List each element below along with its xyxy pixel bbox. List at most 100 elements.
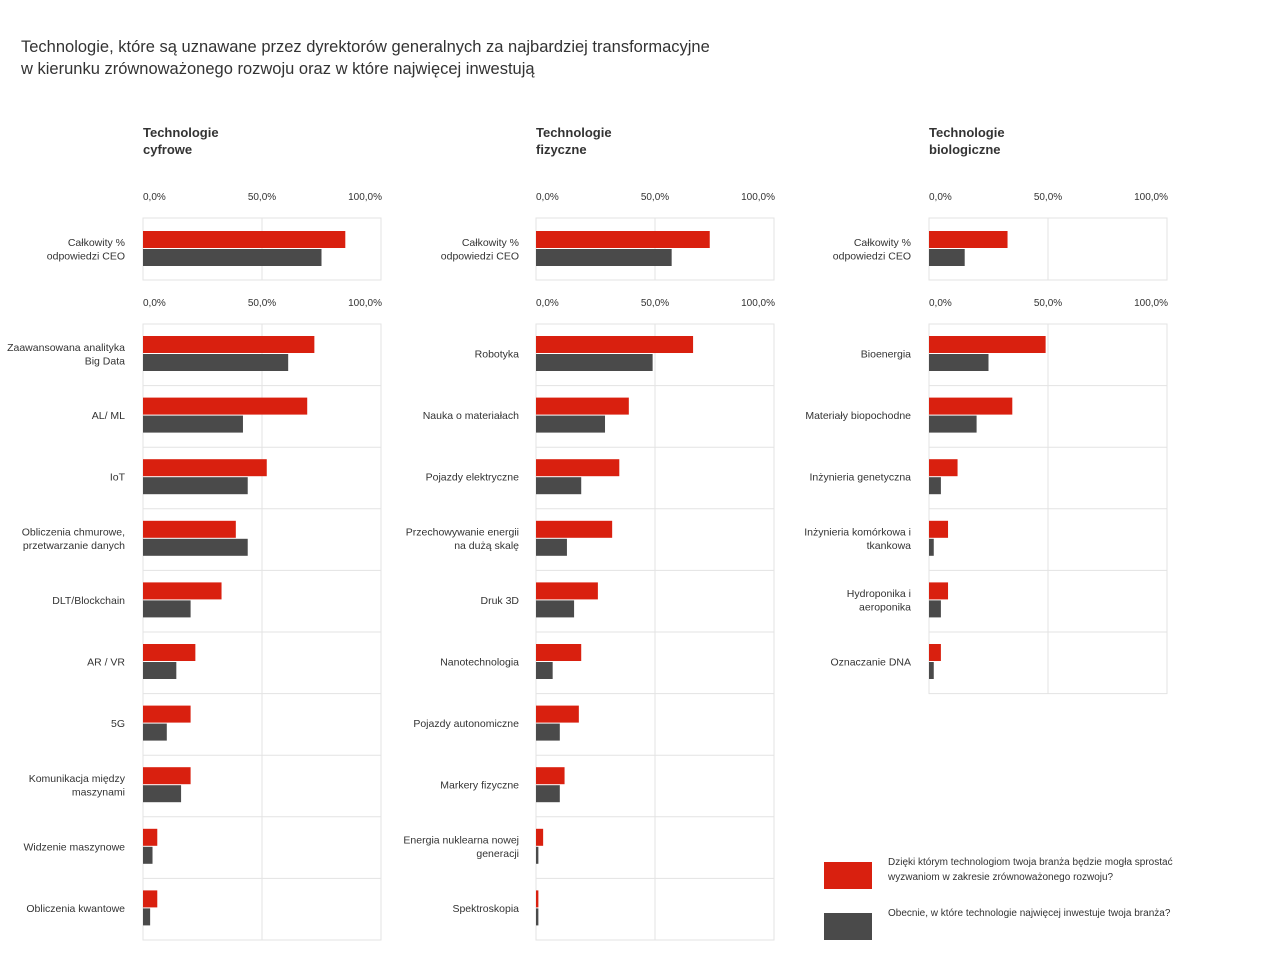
panel-3-category-label-4: Inżynieria komórkowa i tkankowa xyxy=(804,527,911,553)
panel-2-bar-transform-7 xyxy=(536,705,579,723)
panel-1-category-label-1: Zaawansowana analityka Big Data xyxy=(7,342,125,368)
panel-2-bar-invest-2 xyxy=(536,415,606,433)
panel-1-total-bar-transform xyxy=(143,231,346,248)
panel-2-category-label-5: Druk 3D xyxy=(480,595,519,607)
panel-3-bar-transform-4 xyxy=(929,520,949,538)
panel-2-bar-transform-6 xyxy=(536,644,582,661)
panel-2-bar-transform-5 xyxy=(536,582,598,600)
panel-2-category-label-7: Pojazdy autonomiczne xyxy=(413,718,519,730)
panel-3-total-label: Całkowity % odpowiedzi CEO xyxy=(833,237,911,263)
panel-1-bar-invest-10 xyxy=(143,908,151,926)
panel-1-bar-transform-2 xyxy=(143,397,308,415)
panel-2-bar-invest-5 xyxy=(536,600,575,618)
panel-3-bar-transform-2 xyxy=(929,397,1013,415)
panel-1-bar-invest-7 xyxy=(143,723,167,741)
panel-1-category-label-3: IoT xyxy=(110,472,126,484)
panel-2-title: Technologie fizyczne xyxy=(536,125,612,157)
panel-1-category-label-2: AL/ ML xyxy=(92,410,125,422)
panel-2-category-label-8: Markery fizyczne xyxy=(440,780,519,792)
legend-label-transform: Dzięki którym technologiom twoja branża … xyxy=(888,857,1173,883)
panel-1-title: Technologie cyfrowe xyxy=(143,125,219,157)
legend-swatch-invest xyxy=(824,913,872,940)
panel-1-bar-invest-8 xyxy=(143,785,182,803)
chart-title-line-1: Technologie, które są uznawane przez dyr… xyxy=(21,38,710,56)
panel-1-total-axis-tick-0: 0,0% xyxy=(143,192,166,203)
panel-2-category-label-3: Pojazdy elektryczne xyxy=(426,472,520,484)
panel-2-total-bar-invest xyxy=(536,249,672,266)
panel-3-category-label-5: Hydroponika i aeroponika xyxy=(847,588,911,614)
panel-2-bar-transform-9 xyxy=(536,828,544,846)
panel-1-bar-invest-1 xyxy=(143,354,289,371)
panel-1-group: Technologie cyfrowe xyxy=(142,125,382,941)
panel-2-bar-invest-8 xyxy=(536,785,560,803)
panel-3-total-bar-invest xyxy=(929,249,965,266)
panel-1-category-label-9: Widzenie maszynowe xyxy=(23,841,125,853)
panel-1-bar-transform-5 xyxy=(143,582,222,600)
panel-2-bar-invest-6 xyxy=(536,662,553,679)
panel-1-total-axis-tick-1: 50,0% xyxy=(248,192,276,203)
panel-2-category-label-10: Spektroskopia xyxy=(452,903,519,915)
panel-2-category-label-9: Energia nuklearna nowej generacji xyxy=(403,835,519,861)
panel-1-bar-transform-9 xyxy=(143,828,158,846)
panel-2-category-label-2: Nauka o materiałach xyxy=(423,410,519,422)
panel-2-axis-tick-1: 50,0% xyxy=(641,298,669,309)
panel-1-category-label-6: AR / VR xyxy=(87,657,125,669)
panel-3-bar-invest-4 xyxy=(929,538,934,556)
panel-1-bar-invest-5 xyxy=(143,600,191,618)
panel-2-total-axis-tick-1: 50,0% xyxy=(641,192,669,203)
panel-3-title: Technologie biologiczne xyxy=(929,125,1005,157)
panel-3-category-label-2: Materiały biopochodne xyxy=(805,410,911,422)
panel-1-category-label-8: Komunikacja między maszynami xyxy=(29,773,126,799)
panel-2-bar-transform-10 xyxy=(536,890,539,908)
panel-1-bar-transform-8 xyxy=(143,767,191,785)
panel-3-bar-transform-1 xyxy=(929,336,1046,353)
panel-2-bar-invest-7 xyxy=(536,723,560,741)
panel-3-total-bar-transform xyxy=(929,231,1008,248)
chart-title: Technologie, które są uznawane przez dyr… xyxy=(21,36,841,80)
panel-3-bar-transform-5 xyxy=(929,582,949,600)
panel-3-axis-tick-0: 0,0% xyxy=(929,298,952,309)
panel-3-total-axis-tick-2: 100,0% xyxy=(1134,192,1168,203)
panel-3-bar-invest-5 xyxy=(929,600,941,618)
panel-3-category-label-6: Oznaczanie DNA xyxy=(830,657,911,669)
panel-3-bar-invest-1 xyxy=(929,354,989,371)
panel-1-bar-invest-9 xyxy=(143,846,153,864)
panel-1-bar-transform-4 xyxy=(143,520,236,538)
panel-2-total-axis-tick-2: 100,0% xyxy=(741,192,775,203)
panel-3-bar-invest-3 xyxy=(929,477,941,495)
panel-1-category-label-7: 5G xyxy=(111,718,125,730)
panel-1-axis-tick-0: 0,0% xyxy=(143,298,166,309)
panel-1-total-bar-invest xyxy=(143,249,322,266)
panel-2-bar-transform-4 xyxy=(536,520,613,538)
panel-2-category-label-1: Robotyka xyxy=(475,349,520,361)
panel-2-category-label-6: Nanotechnologia xyxy=(440,657,519,669)
panel-2-bar-transform-8 xyxy=(536,767,565,785)
panel-3-axis-tick-1: 50,0% xyxy=(1034,298,1062,309)
panel-1-axis-tick-2: 100,0% xyxy=(348,298,382,309)
legend-label-invest: Obecnie, w które technologie najwięcej i… xyxy=(888,908,1171,919)
panel-1-bar-invest-4 xyxy=(143,538,248,556)
legend-swatch-transform xyxy=(824,862,872,889)
panel-2-category-label-4: Przechowywanie energii na dużą skalę xyxy=(406,527,519,553)
panel-2-bar-transform-2 xyxy=(536,397,629,415)
panel-1-bar-transform-7 xyxy=(143,705,191,723)
panel-3-category-label-1: Bioenergia xyxy=(861,349,911,361)
panel-3-bar-invest-2 xyxy=(929,415,977,433)
panel-3-total-axis-tick-0: 0,0% xyxy=(929,192,952,203)
panel-2-bar-invest-4 xyxy=(536,538,567,556)
panel-3-axis-tick-2: 100,0% xyxy=(1134,298,1168,309)
panel-1-category-label-5: DLT/Blockchain xyxy=(52,595,125,607)
panel-2-axis-tick-2: 100,0% xyxy=(741,298,775,309)
panel-1-bar-transform-6 xyxy=(143,644,196,661)
panel-1-bar-invest-6 xyxy=(143,662,177,679)
panel-1-category-label-4: Obliczenia chmurowe, przetwarzanie danych xyxy=(22,527,125,553)
panel-1-bar-transform-3 xyxy=(143,459,267,477)
panel-2-axis-tick-0: 0,0% xyxy=(536,298,559,309)
panel-2-bar-transform-1 xyxy=(536,336,694,353)
panel-3-group: Technologie biologiczne xyxy=(928,125,1168,695)
panel-2-group: Technologie fizyczne xyxy=(535,125,775,941)
panel-1-bar-transform-10 xyxy=(143,890,158,908)
panel-1-total-axis-tick-2: 100,0% xyxy=(348,192,382,203)
panel-2-bar-invest-9 xyxy=(536,846,539,864)
